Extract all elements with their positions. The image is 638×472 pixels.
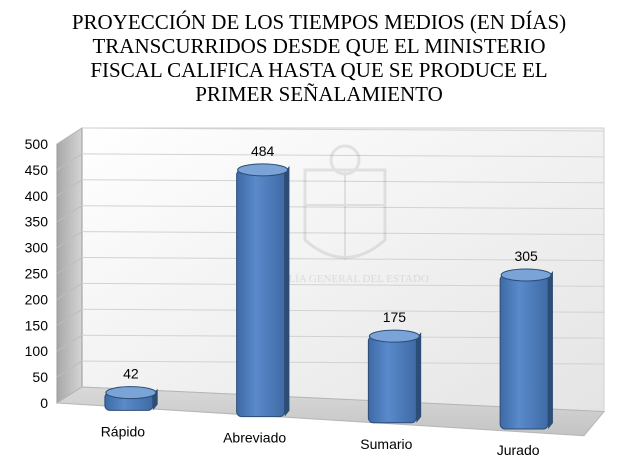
seal-shield (303, 168, 387, 259)
gridline-side (56, 127, 83, 145)
bars (104, 163, 553, 430)
bar (499, 268, 553, 430)
watermark-seal: FISCALÍA GENERAL DEL ESTADO (257, 144, 429, 285)
y-tick-label: 150 (25, 317, 49, 333)
bar-front (236, 169, 286, 418)
data-labels: 42 484 175 305 (123, 143, 538, 382)
chart-title: PROYECCIÓN DE LOS TIEMPOS MEDIOS (EN DÍA… (71, 10, 567, 106)
watermark-text: FISCALÍA GENERAL DEL ESTADO (257, 273, 429, 285)
data-label: 484 (251, 143, 275, 159)
y-tick-label: 300 (25, 240, 49, 256)
bar-top (105, 386, 157, 400)
y-tick-label: 0 (40, 395, 48, 411)
bar-top (237, 163, 289, 177)
gridline-side (56, 334, 83, 352)
data-label: 42 (123, 366, 139, 382)
bar-top (368, 329, 420, 343)
x-category-label: Sumario (360, 436, 412, 452)
bar-front (499, 274, 549, 430)
gridline-side (56, 205, 83, 223)
y-tick-label: 250 (25, 266, 49, 282)
data-label: 175 (383, 309, 407, 325)
data-label: 305 (514, 248, 538, 264)
bar-side (416, 332, 422, 423)
gridline-side (56, 257, 83, 274)
y-tick-label: 500 (25, 136, 49, 152)
x-axis-categories: Rápido Abreviado Sumario Jurado (101, 423, 540, 458)
gridline (81, 205, 605, 210)
y-tick-label: 100 (25, 343, 49, 359)
chart-walls (55, 127, 606, 437)
gridline (81, 231, 605, 236)
x-category-label: Jurado (497, 442, 540, 458)
y-axis-ticks: 0 50 100 150 200 250 300 350 400 450 500 (25, 136, 49, 411)
bar (367, 329, 422, 424)
gridline-side (56, 282, 83, 300)
x-category-label: Rápido (101, 423, 146, 439)
bar-front (367, 335, 417, 424)
bar-side (284, 165, 290, 417)
seal-emblem: FISCALÍA GENERAL DEL ESTADO (257, 144, 429, 285)
floor (55, 386, 606, 437)
bar (104, 386, 158, 411)
gridline (81, 127, 605, 132)
gridline (81, 153, 605, 158)
gridline-side (56, 153, 83, 171)
x-category-label: Abreviado (223, 430, 286, 446)
gridline (81, 179, 605, 184)
y-tick-label: 400 (25, 188, 49, 204)
gridline-side (56, 231, 83, 249)
bar (236, 163, 290, 418)
bar-top (500, 268, 552, 282)
y-tick-label: 450 (25, 162, 49, 178)
y-tick-label: 350 (25, 214, 49, 230)
gridline (81, 257, 605, 261)
bar-side (548, 270, 553, 429)
gridline-side (56, 308, 83, 326)
gridline-side (56, 179, 83, 197)
y-tick-label: 50 (32, 369, 48, 385)
seal-crown (329, 144, 361, 176)
gridline-side (56, 360, 83, 378)
y-tick-label: 200 (25, 291, 49, 307)
